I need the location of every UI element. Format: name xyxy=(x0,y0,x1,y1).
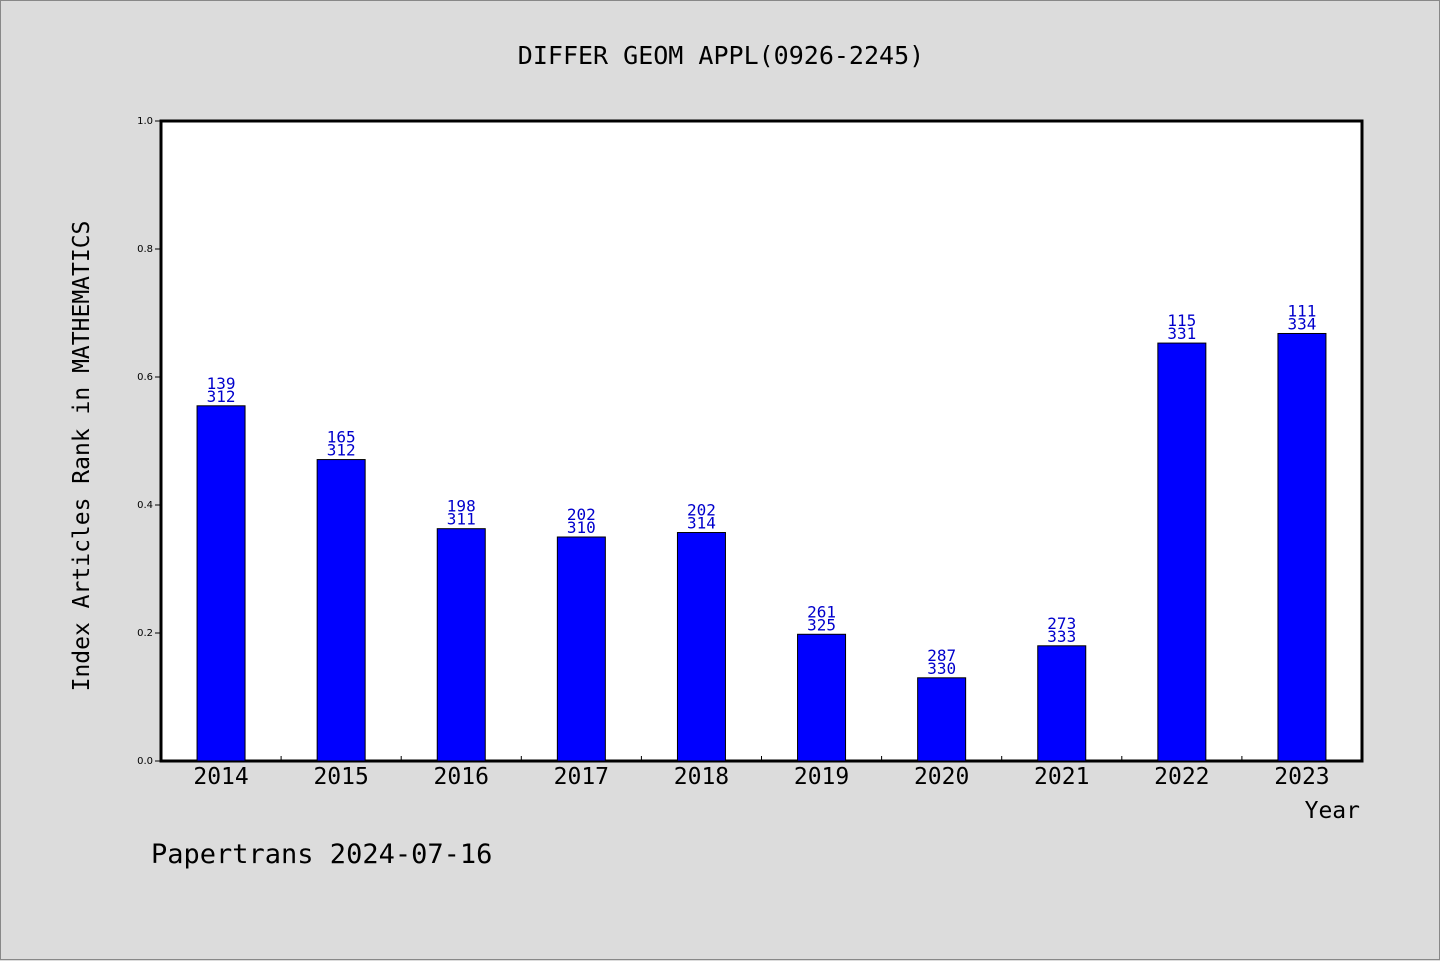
bar xyxy=(436,528,486,762)
bar xyxy=(917,677,967,762)
bar xyxy=(676,532,726,762)
data-label-top: 287 xyxy=(927,646,956,665)
bar xyxy=(1037,645,1087,762)
data-label-bottom: 331 xyxy=(1167,324,1196,343)
x-tick-label: 2016 xyxy=(434,764,489,790)
x-axis-label: Year xyxy=(1305,798,1360,824)
data-label-top: 115 xyxy=(1167,311,1196,330)
x-tick-label: 2022 xyxy=(1154,764,1209,790)
x-tick-label: 2018 xyxy=(674,764,729,790)
bar xyxy=(556,536,606,762)
data-label-top: 202 xyxy=(567,505,596,524)
y-axis-ticks: 0.0 0.2 0.4 0.6 0.8 1.0 xyxy=(137,116,161,767)
data-label-bottom: 330 xyxy=(927,659,956,678)
x-tick-label: 2015 xyxy=(313,764,368,790)
data-label-top: 198 xyxy=(447,497,476,516)
data-label-top: 165 xyxy=(327,428,356,447)
y-tick-label: 1.0 xyxy=(137,116,153,127)
data-label-bottom: 333 xyxy=(1047,627,1076,646)
bar xyxy=(1277,332,1327,762)
data-label-bottom: 314 xyxy=(687,514,716,533)
y-tick-label: 0.8 xyxy=(137,244,153,255)
x-tick-label: 2020 xyxy=(914,764,969,790)
data-label-bottom: 334 xyxy=(1287,314,1316,333)
x-tick-label: 2014 xyxy=(193,764,248,790)
y-axis-label: Index Articles Rank in MATHEMATICS xyxy=(69,221,95,692)
x-axis-ticks: 2014 2015 2016 2017 2018 2019 2020 2021 2022 2023 xyxy=(193,756,1330,790)
footer-credit: Papertrans 2024-07-16 xyxy=(151,839,492,870)
data-label-top: 273 xyxy=(1047,614,1076,633)
data-label-bottom: 312 xyxy=(327,441,356,460)
y-tick-label: 0.0 xyxy=(137,756,153,767)
data-label-bottom: 325 xyxy=(807,615,836,634)
data-label-top: 261 xyxy=(807,602,836,621)
data-label-top: 111 xyxy=(1287,301,1316,320)
bar xyxy=(797,633,847,762)
data-label-top: 139 xyxy=(207,374,236,393)
x-tick-label: 2019 xyxy=(794,764,849,790)
data-label-top: 202 xyxy=(687,501,716,520)
bar xyxy=(196,405,246,762)
x-tick-label: 2021 xyxy=(1034,764,1089,790)
bar xyxy=(1157,342,1207,762)
data-label-bottom: 311 xyxy=(447,510,476,529)
x-tick-label: 2023 xyxy=(1274,764,1329,790)
chart-title: DIFFER GEOM APPL(0926-2245) xyxy=(518,41,924,70)
y-tick-label: 0.6 xyxy=(137,372,153,383)
x-tick-label: 2017 xyxy=(554,764,609,790)
bar xyxy=(316,459,366,762)
y-tick-label: 0.4 xyxy=(137,500,153,511)
data-label-bottom: 310 xyxy=(567,518,596,537)
bar-series xyxy=(196,332,1327,762)
y-tick-label: 0.2 xyxy=(137,628,153,639)
data-label-bottom: 312 xyxy=(207,387,236,406)
